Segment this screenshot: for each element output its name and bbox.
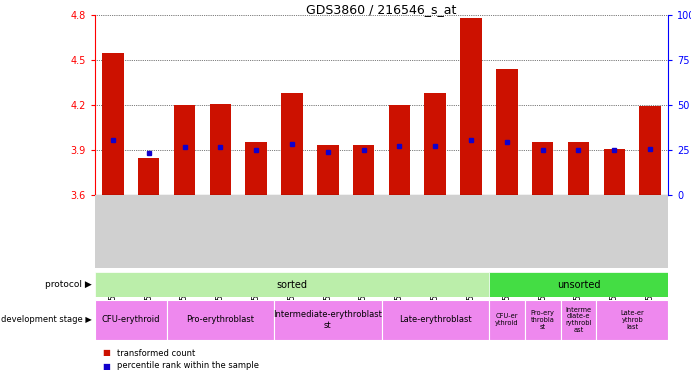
Bar [496, 69, 518, 195]
Text: GDS3860 / 216546_s_at: GDS3860 / 216546_s_at [306, 3, 457, 16]
Text: Intermediate-erythroblast
st: Intermediate-erythroblast st [274, 310, 382, 330]
Bar [245, 142, 267, 195]
Text: sorted: sorted [276, 280, 307, 290]
Bar [639, 106, 661, 195]
Bar [568, 142, 589, 195]
Bar [167, 300, 274, 340]
Bar [489, 300, 524, 340]
Bar [95, 272, 489, 297]
Bar [388, 105, 410, 195]
Bar [353, 146, 375, 195]
Bar [424, 93, 446, 195]
Text: Interme
diate-e
rythrobl
ast: Interme diate-e rythrobl ast [565, 306, 591, 333]
Bar [209, 104, 231, 195]
Bar [95, 300, 167, 340]
Bar [532, 142, 553, 195]
Bar [102, 53, 124, 195]
Bar [560, 300, 596, 340]
Text: CFU-erythroid: CFU-erythroid [102, 316, 160, 324]
Bar [138, 157, 160, 195]
Bar [596, 300, 668, 340]
Bar [489, 272, 668, 297]
Bar [603, 149, 625, 195]
Bar [281, 93, 303, 195]
Text: Pro-ery
throbla
st: Pro-ery throbla st [531, 310, 555, 330]
Text: CFU-er
ythroid: CFU-er ythroid [495, 313, 519, 326]
Text: percentile rank within the sample: percentile rank within the sample [117, 361, 259, 371]
Text: protocol ▶: protocol ▶ [45, 280, 91, 289]
Text: transformed count: transformed count [117, 349, 196, 358]
Text: Late-er
ythrob
last: Late-er ythrob last [621, 310, 644, 330]
Text: ■: ■ [102, 361, 110, 371]
Text: Pro-erythroblast: Pro-erythroblast [187, 316, 254, 324]
Bar [381, 300, 489, 340]
Bar [274, 300, 381, 340]
Text: Late-erythroblast: Late-erythroblast [399, 316, 471, 324]
Bar [460, 18, 482, 195]
Text: ■: ■ [102, 349, 110, 358]
Text: development stage ▶: development stage ▶ [1, 316, 91, 324]
Bar [524, 300, 560, 340]
Bar [317, 146, 339, 195]
Text: unsorted: unsorted [557, 280, 600, 290]
Bar [174, 105, 196, 195]
